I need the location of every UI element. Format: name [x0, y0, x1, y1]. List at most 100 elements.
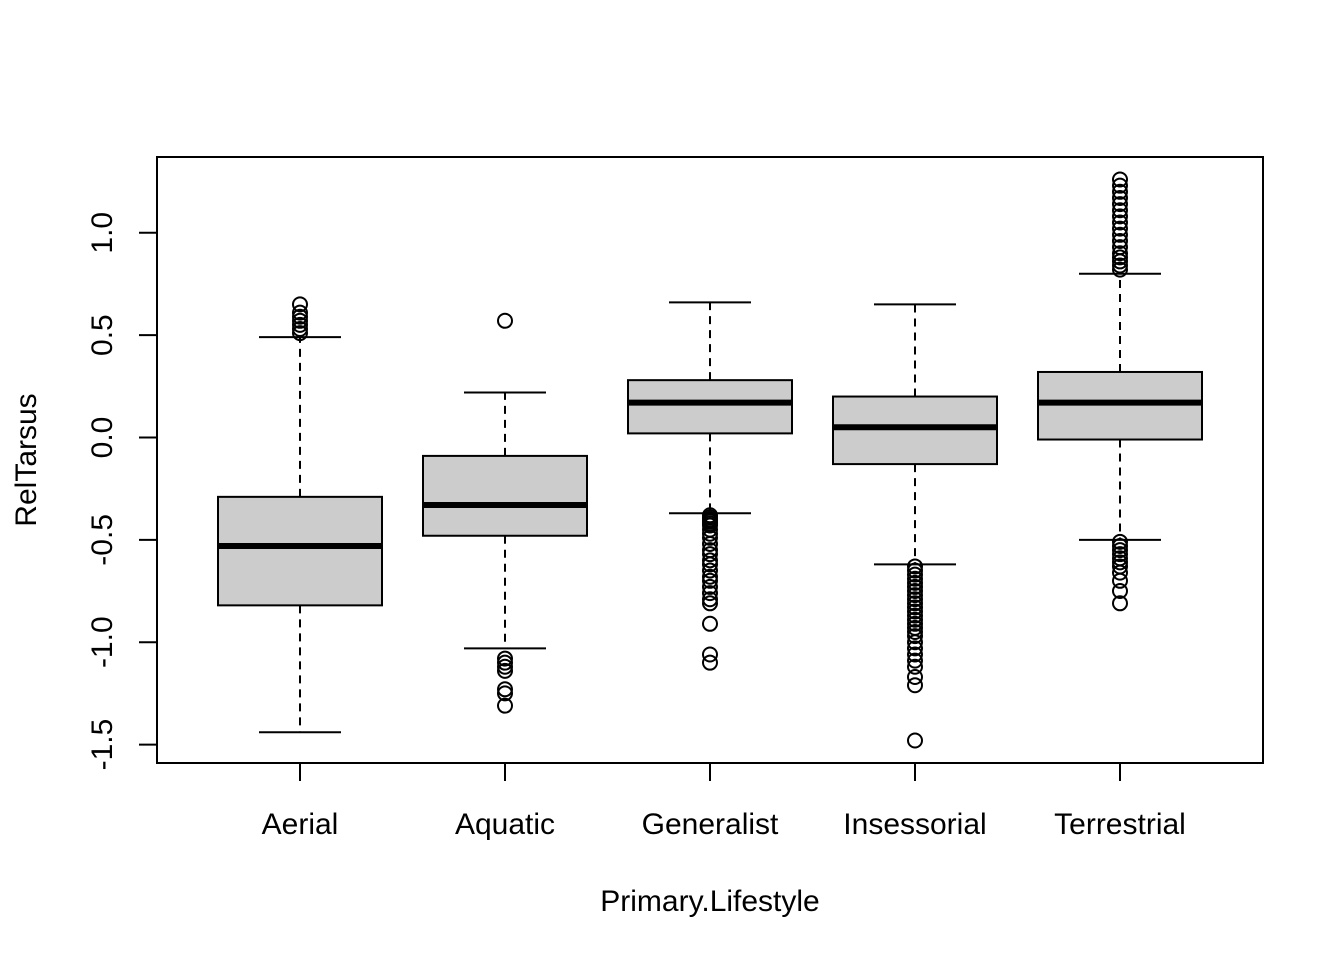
outlier-point	[1112, 564, 1128, 581]
outlier-point	[1112, 189, 1128, 206]
outlier-point	[1112, 226, 1128, 243]
outlier-point	[907, 562, 923, 579]
outlier-point	[497, 658, 513, 675]
x-tick-label: Aquatic	[455, 808, 555, 841]
y-tick-label: -1.5	[86, 719, 119, 771]
outlier-point	[702, 525, 718, 542]
x-axis-label: Primary.Lifestyle	[600, 885, 820, 918]
outlier-point	[1112, 239, 1128, 256]
outlier-point	[702, 517, 718, 534]
outlier-point	[702, 568, 718, 585]
outlier-point	[292, 320, 308, 337]
outlier-point	[1112, 202, 1128, 219]
outlier-point	[292, 316, 308, 333]
outlier-point	[702, 654, 718, 671]
outlier-point	[907, 615, 923, 632]
outlier-point	[1112, 183, 1128, 200]
plot-frame	[156, 156, 1264, 764]
outlier-point	[907, 603, 923, 620]
x-tick-label: Insessorial	[843, 808, 986, 841]
x-tick-label: Aerial	[262, 808, 339, 841]
outlier-point	[702, 529, 718, 546]
outlier-point	[1112, 171, 1128, 188]
outlier-point	[1112, 583, 1128, 600]
outlier-point	[497, 654, 513, 671]
box-group-aquatic	[422, 312, 588, 714]
outlier-point	[292, 296, 308, 313]
outlier-point	[907, 570, 923, 587]
outlier-point	[1112, 542, 1128, 559]
outlier-point	[907, 599, 923, 616]
outlier-point	[907, 591, 923, 608]
y-tick-label: 1.0	[86, 212, 119, 254]
outlier-point	[907, 640, 923, 657]
outlier-point	[1112, 257, 1128, 274]
x-tick-label: Terrestrial	[1054, 808, 1186, 841]
outlier-point	[1112, 214, 1128, 231]
y-tick-label: 0.0	[86, 417, 119, 459]
outlier-point	[497, 685, 513, 702]
outlier-point	[1112, 232, 1128, 249]
iqr-box	[832, 395, 998, 466]
x-tick-label: Generalist	[642, 808, 779, 841]
outlier-point	[907, 623, 923, 640]
outlier-point	[907, 677, 923, 694]
iqr-box	[422, 454, 588, 537]
outlier-point	[497, 312, 513, 329]
outlier-point	[702, 546, 718, 563]
outlier-point	[907, 583, 923, 600]
outlier-point	[1112, 249, 1128, 266]
iqr-box	[627, 379, 793, 435]
outlier-point	[702, 585, 718, 602]
y-tick-label: -1.0	[86, 616, 119, 668]
x-axis: Aerial Aquatic Generalist Insessorial Terres…	[262, 762, 1186, 841]
outlier-point	[702, 556, 718, 573]
outlier-point	[1112, 546, 1128, 563]
outlier-point	[907, 634, 923, 651]
y-tick-label: 0.5	[86, 314, 119, 356]
outlier-point	[1112, 208, 1128, 225]
outlier-point	[1112, 554, 1128, 571]
outlier-point	[907, 574, 923, 591]
box-group-aerial	[217, 296, 383, 734]
iqr-box	[217, 495, 383, 607]
outlier-point	[907, 566, 923, 583]
outlier-point	[702, 578, 718, 595]
outlier-point	[702, 535, 718, 552]
outlier-point	[702, 591, 718, 608]
outlier-point	[907, 732, 923, 749]
y-tick-label: -0.5	[86, 514, 119, 566]
y-axis-label: RelTarsus	[10, 393, 43, 526]
outlier-point	[1112, 537, 1128, 554]
outlier-point	[1112, 595, 1128, 612]
outlier-point	[907, 587, 923, 604]
outlier-point	[702, 572, 718, 589]
outlier-point	[907, 558, 923, 575]
outlier-point	[907, 652, 923, 669]
outlier-point	[497, 662, 513, 679]
outlier-point	[907, 646, 923, 663]
iqr-box	[1037, 370, 1203, 441]
outlier-point	[907, 658, 923, 675]
outlier-point	[702, 595, 718, 612]
outlier-point	[292, 308, 308, 325]
outlier-point	[1112, 177, 1128, 194]
outlier-point	[907, 628, 923, 645]
outlier-point	[1112, 220, 1128, 237]
outlier-point	[1112, 261, 1128, 278]
outlier-point	[497, 681, 513, 698]
outlier-point	[1112, 196, 1128, 213]
outlier-point	[907, 611, 923, 628]
outlier-point	[907, 595, 923, 612]
y-axis: -1.5 -1.0 -0.5 0.0 0.5 1.0	[86, 212, 158, 771]
outlier-point	[497, 650, 513, 667]
box-group-terrestrial	[1037, 171, 1203, 612]
boxes-layer	[217, 171, 1203, 749]
outlier-point	[292, 304, 308, 321]
outlier-point	[292, 312, 308, 329]
outlier-point	[292, 325, 308, 342]
outlier-point	[907, 607, 923, 624]
outlier-point	[1112, 245, 1128, 262]
box-group-generalist	[627, 301, 793, 671]
